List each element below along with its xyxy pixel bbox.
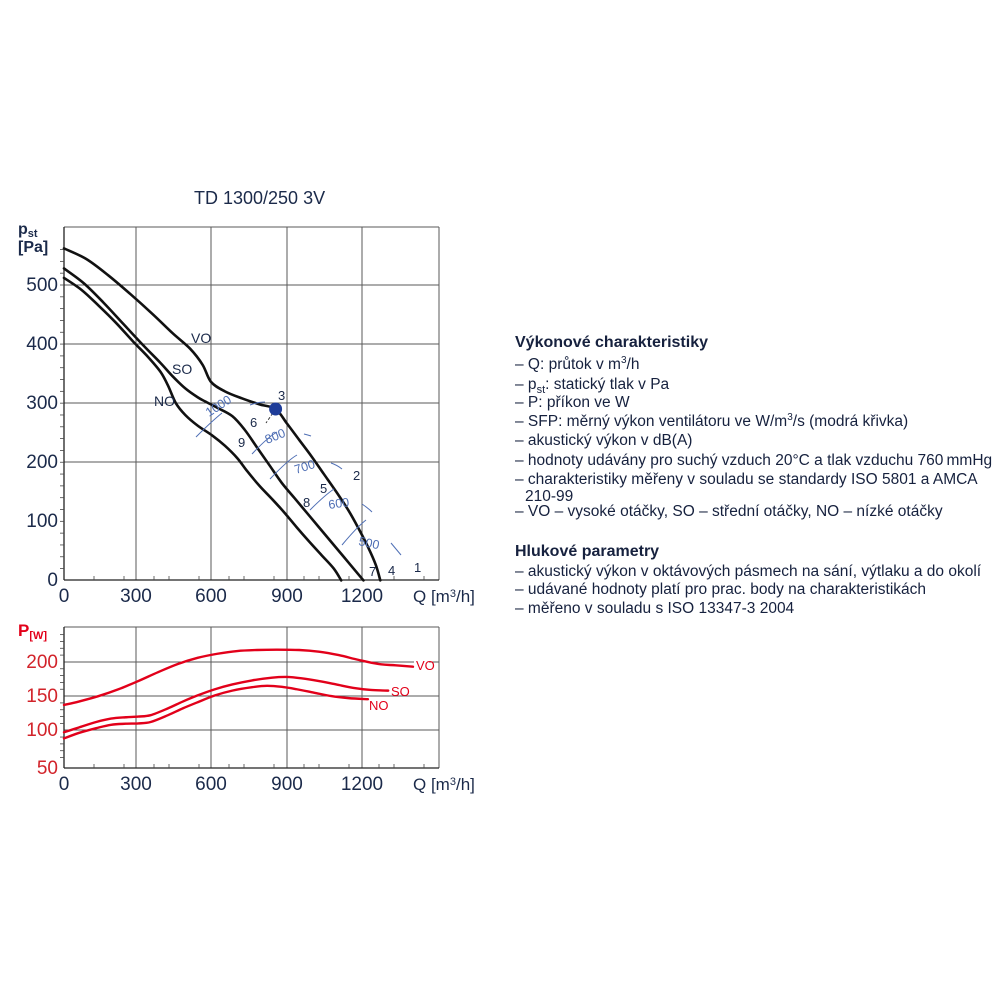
svg-text:8: 8 xyxy=(303,495,310,510)
svg-text:100: 100 xyxy=(26,511,58,532)
svg-text:NO: NO xyxy=(154,393,175,409)
svg-text:500: 500 xyxy=(357,534,380,552)
svg-text:500: 500 xyxy=(26,275,58,296)
svg-text:5: 5 xyxy=(320,481,327,496)
svg-text:4: 4 xyxy=(388,563,395,578)
svg-text:0: 0 xyxy=(59,774,70,795)
svg-text:200: 200 xyxy=(26,652,58,673)
svg-text:7: 7 xyxy=(369,564,376,579)
svg-text:3: 3 xyxy=(278,388,285,403)
svg-text:600: 600 xyxy=(327,495,350,512)
svg-text:P[W]: P[W] xyxy=(18,621,47,642)
svg-text:2: 2 xyxy=(353,468,360,483)
svg-text:300: 300 xyxy=(120,586,152,607)
svg-text:VO: VO xyxy=(416,658,435,673)
svg-text:1200: 1200 xyxy=(341,586,383,607)
svg-text:900: 900 xyxy=(271,586,303,607)
svg-text:600: 600 xyxy=(195,586,227,607)
svg-text:50: 50 xyxy=(37,758,58,779)
svg-text:Q [m3/h]: Q [m3/h] xyxy=(413,775,475,794)
svg-text:100: 100 xyxy=(26,720,58,741)
svg-text:400: 400 xyxy=(26,334,58,355)
svg-text:9: 9 xyxy=(238,435,245,450)
svg-text:200: 200 xyxy=(26,452,58,473)
svg-text:[Pa]: [Pa] xyxy=(18,239,48,256)
svg-text:0: 0 xyxy=(59,586,70,607)
svg-text:pst: pst xyxy=(18,221,38,240)
svg-text:NO: NO xyxy=(369,698,389,713)
svg-text:900: 900 xyxy=(271,774,303,795)
svg-text:300: 300 xyxy=(26,393,58,414)
svg-text:600: 600 xyxy=(195,774,227,795)
svg-text:150: 150 xyxy=(26,686,58,707)
svg-text:1200: 1200 xyxy=(341,774,383,795)
svg-text:1: 1 xyxy=(414,560,421,575)
svg-text:300: 300 xyxy=(120,774,152,795)
svg-text:700: 700 xyxy=(293,457,317,477)
svg-text:800: 800 xyxy=(263,426,288,447)
svg-text:VO: VO xyxy=(191,330,211,346)
svg-text:0: 0 xyxy=(47,570,58,591)
svg-text:TD 1300/250 3V: TD 1300/250 3V xyxy=(194,188,325,208)
svg-text:Q [m3/h]: Q [m3/h] xyxy=(413,587,475,606)
svg-text:6: 6 xyxy=(250,415,257,430)
svg-text:SO: SO xyxy=(172,361,192,377)
svg-text:SO: SO xyxy=(391,684,410,699)
